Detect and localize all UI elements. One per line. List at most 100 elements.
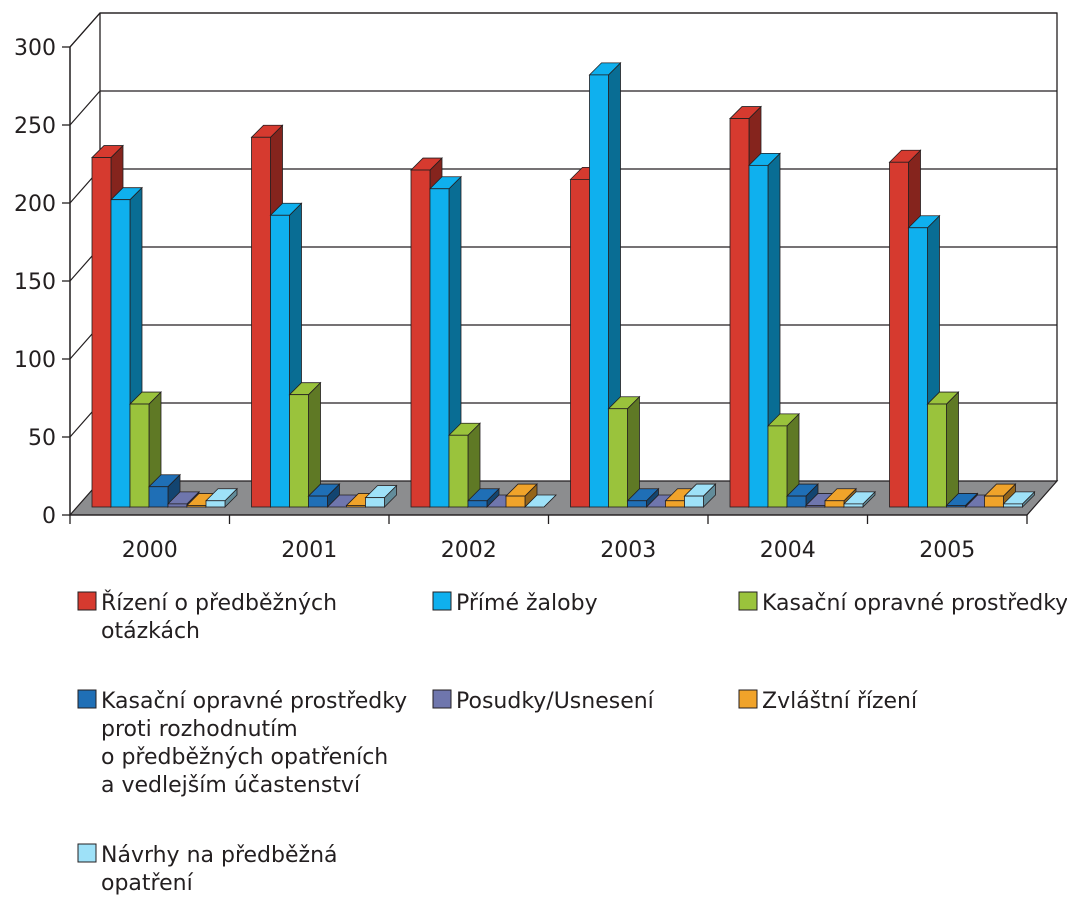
bar bbox=[307, 483, 341, 508]
bar-front bbox=[467, 500, 488, 508]
legend-item: Posudky/Usnesení bbox=[432, 689, 655, 714]
bar-front bbox=[289, 394, 309, 508]
legend-item: Kasační opravné prostředky proti rozhodnu… bbox=[77, 689, 407, 798]
legend-label: Kasační opravné prostředky bbox=[762, 591, 1067, 616]
legend-item: Řízení o předběžných otázkách bbox=[77, 590, 337, 644]
bar-front bbox=[270, 214, 290, 508]
legend-label: Kasační opravné prostředky bbox=[101, 689, 407, 714]
bar bbox=[843, 490, 876, 508]
bar-front bbox=[251, 136, 271, 508]
legend-swatch bbox=[432, 591, 452, 611]
bar bbox=[205, 487, 238, 508]
legend-item: Kasační opravné prostředky bbox=[738, 591, 1067, 616]
legend-item: Návrhy na předběžná opatření bbox=[77, 843, 338, 896]
bar bbox=[505, 483, 538, 508]
legend-label: Návrhy na předběžná bbox=[101, 843, 338, 868]
y-tick-label: 250 bbox=[14, 114, 56, 139]
bar bbox=[364, 484, 398, 508]
y-tick-label: 300 bbox=[14, 36, 56, 61]
legend: Řízení o předběžných otázkách Přímé žaloby… bbox=[77, 590, 1067, 896]
bar-front bbox=[824, 500, 845, 508]
bar-front bbox=[429, 188, 450, 508]
bar-front bbox=[365, 497, 385, 508]
bar bbox=[588, 61, 622, 508]
bar-front bbox=[627, 500, 647, 508]
bar-front bbox=[91, 157, 112, 508]
bar-front bbox=[946, 505, 966, 508]
bar-front bbox=[684, 495, 704, 508]
bar-front bbox=[748, 164, 769, 508]
legend-label: proti rozhodnutím bbox=[101, 717, 298, 742]
legend-swatch bbox=[432, 689, 452, 709]
legend-item: Přímé žaloby bbox=[432, 591, 598, 616]
bar bbox=[148, 473, 181, 508]
legend-label: opatření bbox=[101, 871, 194, 896]
x-tick-label: 2001 bbox=[281, 538, 337, 563]
legend-label: a vedlejším účastenství bbox=[101, 773, 361, 798]
gridline bbox=[69, 90, 1057, 126]
bar-side bbox=[946, 391, 959, 508]
legend-swatch bbox=[738, 689, 758, 709]
bar-front bbox=[448, 434, 469, 508]
bar-front bbox=[346, 505, 366, 508]
bar-front bbox=[129, 403, 150, 508]
legend-label: o předběžných opatřeních bbox=[101, 745, 388, 770]
x-tick-label: 2000 bbox=[122, 538, 178, 563]
bar-front bbox=[889, 161, 909, 508]
bar-front bbox=[608, 408, 628, 508]
chart-bars bbox=[91, 61, 1036, 508]
bar-front bbox=[805, 505, 826, 508]
y-tick-label: 0 bbox=[42, 504, 56, 529]
bar bbox=[467, 487, 500, 508]
legend-item: Zvláštní řízení bbox=[738, 689, 918, 714]
bar-front bbox=[927, 403, 947, 508]
bar bbox=[683, 483, 717, 508]
bar-front bbox=[505, 495, 526, 508]
bar-front bbox=[148, 486, 169, 508]
bar-front bbox=[767, 425, 788, 508]
legend-label: Zvláštní řízení bbox=[762, 689, 918, 714]
bar bbox=[448, 422, 481, 508]
bar bbox=[607, 395, 641, 508]
bar bbox=[1002, 490, 1036, 508]
bar-front bbox=[908, 227, 928, 508]
bar bbox=[429, 175, 462, 508]
bar bbox=[926, 391, 960, 508]
bar bbox=[767, 412, 800, 508]
bar-front bbox=[1003, 503, 1023, 508]
bar bbox=[288, 381, 322, 508]
bar-front bbox=[729, 118, 750, 508]
legend-label: Přímé žaloby bbox=[456, 591, 598, 616]
gridline bbox=[69, 12, 1057, 48]
y-tick-label: 50 bbox=[28, 426, 56, 451]
legend-label: Posudky/Usnesení bbox=[456, 689, 655, 714]
y-tick-label: 100 bbox=[14, 348, 56, 373]
bar-front bbox=[589, 74, 609, 508]
bar bbox=[524, 494, 557, 508]
legend-label: Řízení o předběžných bbox=[101, 590, 337, 616]
legend-swatch bbox=[77, 843, 97, 863]
x-tick-label: 2004 bbox=[760, 538, 816, 563]
y-tick-label: 150 bbox=[14, 270, 56, 295]
bar-front bbox=[410, 169, 431, 508]
legend-swatch bbox=[738, 591, 758, 611]
legend-label: otázkách bbox=[101, 619, 200, 644]
legend-swatch bbox=[77, 689, 97, 709]
bar-top bbox=[524, 494, 557, 508]
bar-front bbox=[167, 503, 188, 508]
legend-swatch bbox=[77, 591, 97, 611]
bar-front bbox=[665, 500, 685, 508]
bar-front bbox=[186, 505, 207, 508]
bar-front bbox=[205, 500, 226, 508]
bar-front bbox=[984, 495, 1004, 508]
bar-front bbox=[308, 495, 328, 508]
bar-front bbox=[843, 503, 864, 508]
y-tick-label: 200 bbox=[14, 192, 56, 217]
x-tick-label: 2005 bbox=[919, 538, 975, 563]
bar-front bbox=[110, 199, 131, 508]
chart-axes: 0 50 100 150 200 250 300 2000 2001 2002 2003 2004 20… bbox=[14, 36, 1028, 563]
bar-front bbox=[570, 178, 590, 508]
x-tick-label: 2003 bbox=[600, 538, 656, 563]
bar-front bbox=[786, 495, 807, 508]
